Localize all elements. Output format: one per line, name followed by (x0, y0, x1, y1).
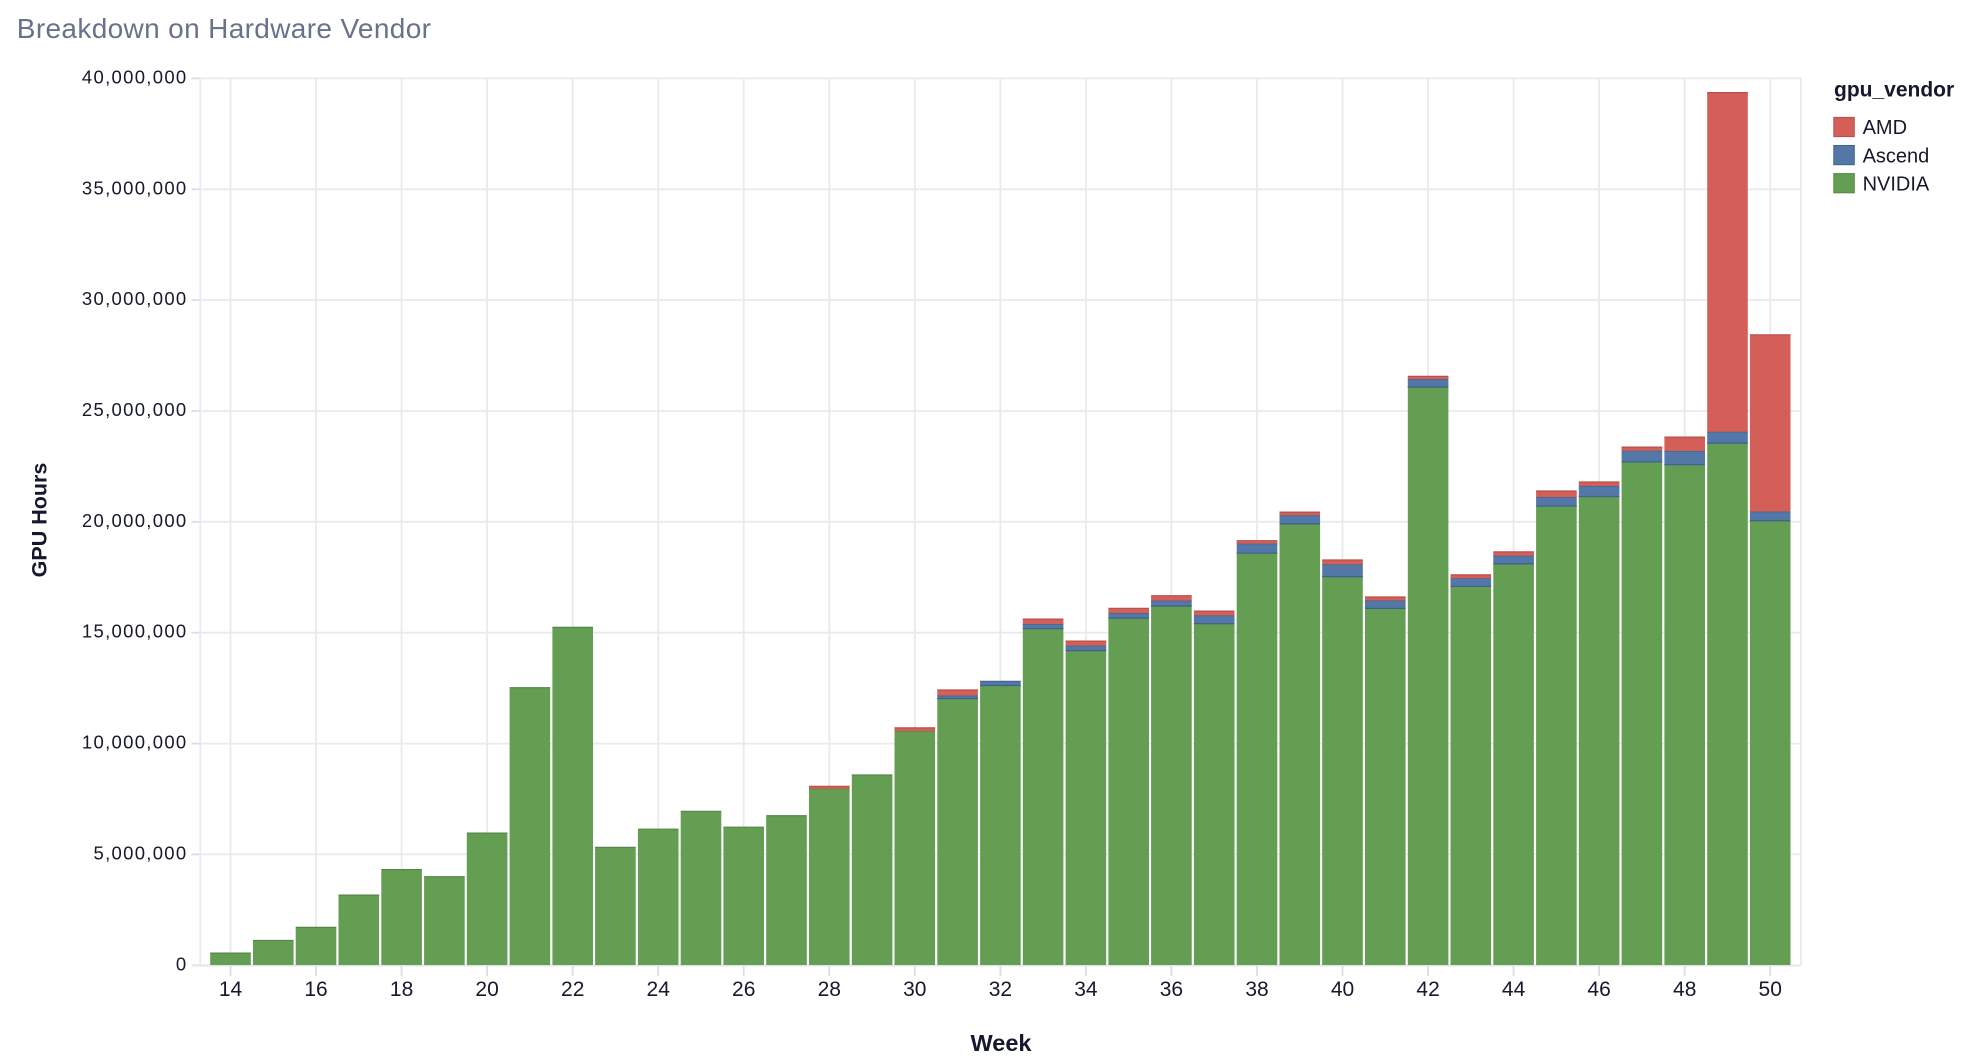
svg-text:20,000,000: 20,000,000 (82, 510, 188, 531)
svg-text:26: 26 (732, 978, 755, 1001)
svg-text:40: 40 (1331, 978, 1354, 1001)
svg-text:5,000,000: 5,000,000 (93, 842, 187, 863)
svg-text:28: 28 (818, 978, 841, 1001)
svg-text:36: 36 (1160, 978, 1183, 1001)
svg-text:38: 38 (1245, 978, 1268, 1001)
svg-text:35,000,000: 35,000,000 (82, 177, 188, 198)
svg-text:14: 14 (219, 978, 243, 1001)
svg-text:Ascend: Ascend (1863, 145, 1930, 167)
svg-text:18: 18 (390, 978, 413, 1001)
svg-text:50: 50 (1759, 978, 1782, 1001)
svg-text:44: 44 (1502, 978, 1526, 1001)
svg-text:24: 24 (647, 978, 671, 1001)
svg-text:0: 0 (176, 953, 188, 974)
svg-text:25,000,000: 25,000,000 (82, 399, 188, 420)
svg-text:42: 42 (1416, 978, 1439, 1001)
svg-text:GPU Hours: GPU Hours (28, 463, 52, 578)
svg-text:gpu_vendor: gpu_vendor (1834, 79, 1954, 102)
svg-text:15,000,000: 15,000,000 (82, 621, 188, 642)
svg-text:22: 22 (561, 978, 584, 1001)
svg-text:Breakdown on Hardware Vendor: Breakdown on Hardware Vendor (17, 13, 432, 44)
svg-text:20: 20 (475, 978, 498, 1001)
svg-text:30,000,000: 30,000,000 (82, 288, 188, 309)
svg-text:48: 48 (1673, 978, 1696, 1001)
svg-text:30: 30 (903, 978, 926, 1001)
svg-text:40,000,000: 40,000,000 (82, 66, 188, 87)
svg-text:46: 46 (1587, 978, 1610, 1001)
svg-text:34: 34 (1074, 978, 1098, 1001)
svg-text:NVIDIA: NVIDIA (1863, 173, 1930, 195)
svg-text:10,000,000: 10,000,000 (82, 732, 188, 753)
svg-text:32: 32 (989, 978, 1012, 1001)
svg-text:Week: Week (971, 1030, 1033, 1056)
svg-text:16: 16 (304, 978, 327, 1001)
svg-text:AMD: AMD (1863, 117, 1907, 139)
